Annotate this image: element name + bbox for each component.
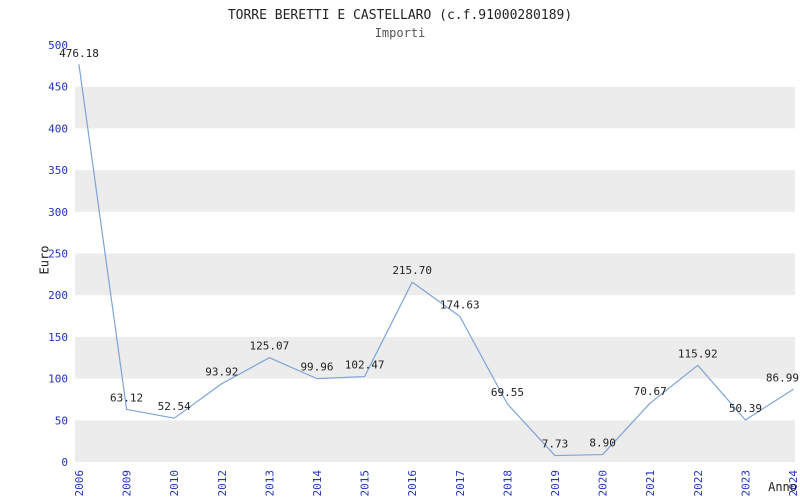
svg-text:2017: 2017 xyxy=(454,470,467,497)
svg-text:70.67: 70.67 xyxy=(634,385,667,398)
svg-text:50.39: 50.39 xyxy=(729,402,762,415)
svg-text:2021: 2021 xyxy=(644,470,657,497)
svg-text:2019: 2019 xyxy=(549,470,562,497)
svg-text:2010: 2010 xyxy=(168,470,181,497)
svg-text:86.99: 86.99 xyxy=(766,371,799,384)
svg-text:2016: 2016 xyxy=(406,470,419,497)
svg-text:2009: 2009 xyxy=(121,470,134,497)
svg-text:52.54: 52.54 xyxy=(158,400,191,413)
svg-text:100: 100 xyxy=(48,373,68,386)
svg-text:50: 50 xyxy=(55,414,68,427)
svg-text:2006: 2006 xyxy=(73,470,86,497)
svg-text:174.63: 174.63 xyxy=(440,298,480,311)
svg-text:476.18: 476.18 xyxy=(59,47,99,60)
svg-text:250: 250 xyxy=(48,248,68,261)
svg-text:2014: 2014 xyxy=(311,470,324,497)
svg-text:2023: 2023 xyxy=(739,470,752,497)
svg-text:200: 200 xyxy=(48,289,68,302)
svg-text:93.92: 93.92 xyxy=(205,366,238,379)
y-axis-title: Euro xyxy=(37,245,52,275)
svg-text:350: 350 xyxy=(48,164,68,177)
svg-text:99.96: 99.96 xyxy=(300,361,333,374)
svg-text:2015: 2015 xyxy=(359,470,372,497)
x-axis-title: Anno xyxy=(768,480,797,494)
svg-text:2013: 2013 xyxy=(263,470,276,497)
svg-text:500: 500 xyxy=(48,39,68,52)
svg-text:102.47: 102.47 xyxy=(345,359,385,372)
svg-text:2022: 2022 xyxy=(692,470,705,497)
svg-text:215.70: 215.70 xyxy=(392,264,432,277)
svg-text:450: 450 xyxy=(48,81,68,94)
svg-text:69.55: 69.55 xyxy=(491,386,524,399)
svg-text:2012: 2012 xyxy=(216,470,229,497)
chart-subtitle: Importi xyxy=(374,26,426,40)
svg-text:8.90: 8.90 xyxy=(589,437,616,450)
svg-text:2024: 2024 xyxy=(787,470,800,497)
svg-text:300: 300 xyxy=(48,206,68,219)
svg-text:125.07: 125.07 xyxy=(250,340,290,353)
svg-text:7.73: 7.73 xyxy=(542,438,569,451)
svg-text:400: 400 xyxy=(48,122,68,135)
svg-text:2020: 2020 xyxy=(597,470,610,497)
svg-text:115.92: 115.92 xyxy=(678,347,718,360)
chart-title: TORRE BERETTI E CASTELLARO (c.f.91000280… xyxy=(227,8,573,23)
svg-text:2018: 2018 xyxy=(501,470,514,497)
svg-text:150: 150 xyxy=(48,331,68,344)
svg-text:0: 0 xyxy=(61,456,68,469)
svg-text:63.12: 63.12 xyxy=(110,391,143,404)
